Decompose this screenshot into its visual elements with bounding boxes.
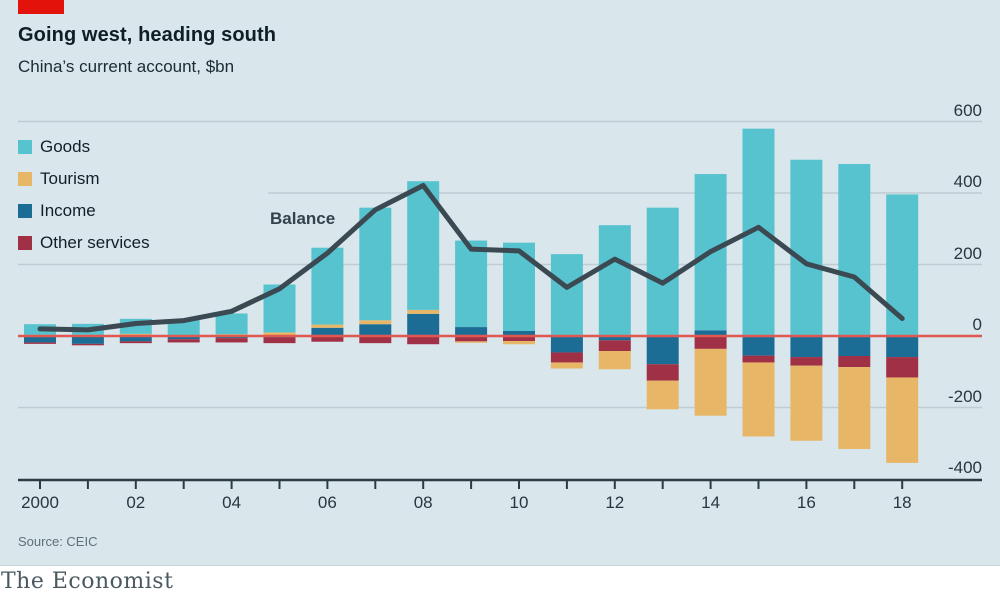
bar-segment-income-2013 — [646, 336, 679, 365]
bar-segment-income-2009 — [455, 327, 488, 336]
bar-segment-tourism-2013 — [646, 380, 679, 410]
chart-title: Going west, heading south — [18, 24, 277, 46]
bar-segment-income-2003 — [167, 336, 200, 340]
y-axis-label-600: 600 — [953, 100, 982, 120]
bar-segment-income-2017 — [838, 336, 871, 357]
x-axis-label-04: 04 — [222, 493, 242, 512]
bar-segment-tourism-2007 — [359, 320, 392, 325]
y-axis-label--200: -200 — [947, 386, 982, 406]
bar-segment-goods-2016 — [790, 159, 823, 336]
x-axis-label-18: 18 — [892, 493, 912, 512]
legend-label: Other services — [40, 233, 150, 252]
bar-segment-income-2016 — [790, 336, 823, 358]
legend-item-goods: Goods — [18, 136, 90, 158]
bar-segment-other-services-2008 — [407, 336, 440, 345]
chart-card: Going west, heading south China’s curren… — [0, 0, 1000, 565]
balance-line-label: Balance — [270, 209, 336, 228]
bar-segment-other-services-2004 — [215, 338, 248, 343]
source-note: Source: CEIC — [18, 534, 98, 549]
y-axis-label--400: -400 — [947, 458, 982, 477]
economist-red-tab-icon — [18, 0, 64, 14]
bar-segment-other-services-2001 — [71, 343, 104, 346]
x-axis-label-14: 14 — [701, 493, 721, 512]
balance-line — [37, 183, 905, 333]
bar-segment-tourism-2015 — [742, 362, 775, 437]
chart-subtitle: China’s current account, $bn — [18, 57, 235, 76]
bar-segment-income-2002 — [119, 336, 152, 342]
bar-segment-tourism-2010 — [503, 341, 535, 345]
bar-segment-tourism-2014 — [694, 348, 727, 416]
legend-swatch-icon — [18, 204, 32, 218]
x-axis-label-16: 16 — [796, 493, 816, 512]
bar-segment-income-2008 — [407, 313, 440, 336]
bar-segment-tourism-2006 — [311, 324, 344, 328]
masthead-strip: The Economist — [0, 565, 1000, 595]
bar-segment-other-services-2010 — [503, 336, 535, 342]
y-axis-label-400: 400 — [953, 172, 982, 191]
x-axis-label-08: 08 — [413, 493, 433, 512]
bar-segment-income-2006 — [311, 327, 344, 336]
bar-segment-other-services-2009 — [455, 336, 488, 342]
y-axis-label-200: 200 — [953, 243, 982, 263]
bar-segment-other-services-2014 — [694, 336, 727, 349]
bar-segment-other-services-2006 — [311, 336, 344, 342]
legend-item-other-services: Other services — [18, 232, 150, 254]
bar-segment-other-services-2002 — [119, 341, 152, 344]
bar-segment-other-services-2011 — [550, 352, 583, 363]
bar-segment-other-services-2003 — [167, 339, 200, 343]
bar-segment-tourism-2018 — [886, 377, 919, 463]
bar-segment-tourism-2009 — [455, 341, 488, 343]
legend-label: Tourism — [40, 169, 100, 188]
x-axis-label-2000: 2000 — [21, 493, 59, 512]
legend-item-income: Income — [18, 200, 96, 222]
bar-segment-income-2001 — [71, 336, 104, 344]
bar-segment-other-services-2015 — [742, 355, 775, 363]
legend-label: Income — [40, 201, 96, 220]
bar-segment-income-2015 — [742, 336, 775, 356]
bar-segment-other-services-2013 — [646, 364, 679, 381]
bar-segment-goods-2013 — [646, 207, 679, 336]
bar-segment-other-services-2016 — [790, 357, 823, 366]
bar-segment-tourism-2005 — [263, 332, 296, 336]
x-axis-label-12: 12 — [605, 493, 625, 512]
economist-masthead: The Economist — [1, 569, 174, 594]
bar-segment-tourism-2011 — [550, 362, 583, 369]
bar-segment-income-2000 — [24, 336, 56, 343]
bar-segment-goods-2004 — [215, 313, 248, 335]
x-axis-label-10: 10 — [509, 493, 529, 512]
plot-area — [18, 120, 982, 489]
bar-segment-income-2010 — [503, 330, 535, 336]
x-axis-label-02: 02 — [126, 493, 146, 512]
bar-segment-income-2014 — [694, 330, 727, 336]
y-axis-label-0: 0 — [972, 315, 982, 334]
bar-segment-income-2012 — [598, 336, 631, 341]
bar-segment-other-services-2007 — [359, 336, 392, 344]
legend-swatch-icon — [18, 236, 32, 250]
bar-segment-goods-2007 — [359, 207, 392, 321]
bar-segment-tourism-2017 — [838, 367, 871, 449]
bar-segment-goods-2012 — [598, 225, 631, 336]
bar-segment-other-services-2012 — [598, 340, 631, 352]
legend-swatch-icon — [18, 140, 32, 154]
bar-segment-other-services-2000 — [24, 342, 56, 344]
bar-segment-tourism-2012 — [598, 351, 631, 370]
bar-segment-tourism-2008 — [407, 309, 440, 314]
bar-segment-goods-2009 — [455, 240, 488, 328]
bar-segment-income-2018 — [886, 336, 919, 358]
bar-segment-other-services-2005 — [263, 337, 296, 344]
bar-segment-goods-2011 — [550, 254, 583, 336]
legend-label: Goods — [40, 137, 91, 156]
bar-segment-income-2011 — [550, 336, 583, 353]
bar-segment-goods-2010 — [503, 242, 535, 331]
legend-swatch-icon — [18, 172, 32, 186]
bar-segment-other-services-2018 — [886, 357, 919, 378]
legend-item-tourism: Tourism — [18, 168, 100, 190]
bar-segment-tourism-2016 — [790, 365, 823, 441]
bar-segment-other-services-2017 — [838, 356, 871, 368]
bar-segment-income-2007 — [359, 324, 392, 336]
x-axis-label-06: 06 — [317, 493, 337, 512]
bar-segment-goods-2017 — [838, 164, 871, 336]
